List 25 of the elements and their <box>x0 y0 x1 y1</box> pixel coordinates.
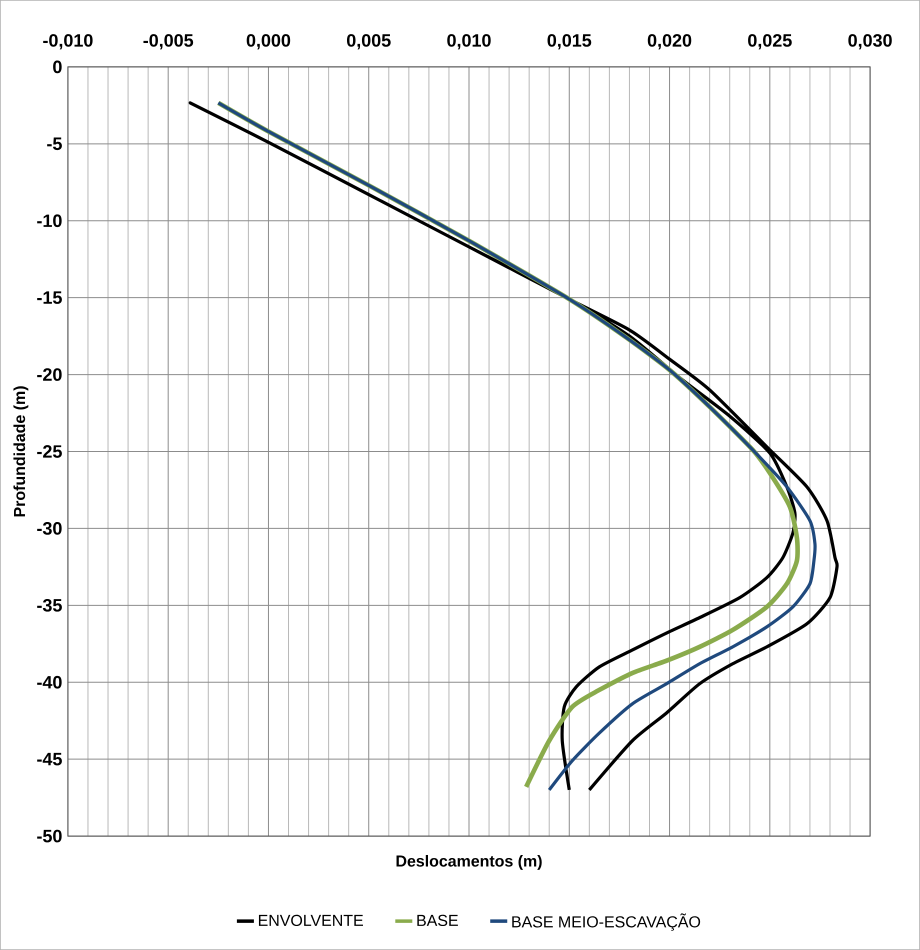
y-tick-label: -40 <box>37 676 62 689</box>
legend-label: BASE <box>417 914 458 926</box>
x-tick-label: 0,025 <box>748 34 792 50</box>
x-tick-label: -0,010 <box>43 34 93 50</box>
x-tick-label: 0,030 <box>848 34 892 50</box>
y-tick-label: -15 <box>37 291 62 304</box>
x-tick-label: 0,000 <box>246 34 290 50</box>
y-tick-label: -50 <box>37 830 62 842</box>
y-tick-label: -5 <box>47 138 62 150</box>
y-tick-label: -10 <box>37 214 62 228</box>
y-tick-label: -30 <box>37 522 62 535</box>
legend-label: BASE MEIO-ESCAVAÇÃO <box>512 913 700 931</box>
x-tick-label: -0,005 <box>143 34 194 50</box>
y-tick-label: -45 <box>37 752 62 766</box>
x-tick-label: 0,005 <box>346 34 391 50</box>
y-tick-label: -25 <box>37 445 62 458</box>
y-tick-label: 0 <box>53 60 62 74</box>
x-tick-label: 0,010 <box>447 34 491 50</box>
y-tick-label: -20 <box>37 368 62 381</box>
x-axis-title: Deslocamentos (m) <box>396 854 542 870</box>
x-tick-label: 0,020 <box>648 34 692 50</box>
legend-label: ENVOLVENTE <box>258 914 363 926</box>
x-tick-label: 0,015 <box>548 34 592 50</box>
y-axis-title: Profundidade (m) <box>13 386 28 516</box>
y-tick-label: -35 <box>37 598 62 612</box>
